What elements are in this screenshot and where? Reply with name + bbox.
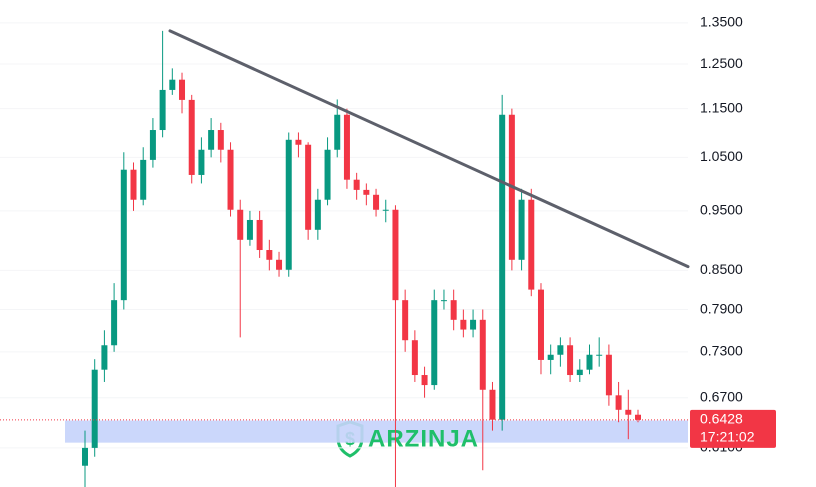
candle-body — [227, 149, 234, 210]
candle-body — [237, 209, 244, 240]
candle-body — [586, 354, 593, 370]
candle-body — [305, 144, 312, 230]
candle-body — [479, 319, 486, 390]
candle-body — [101, 345, 108, 370]
candle-body — [295, 139, 302, 145]
candle-body — [605, 354, 612, 396]
candle-body — [82, 447, 88, 466]
candle-body — [470, 319, 477, 330]
candle-body — [518, 199, 525, 260]
y-tick-label: 0.7300 — [700, 343, 743, 359]
candle-body — [576, 369, 583, 376]
candle-body — [460, 319, 467, 330]
price-tag — [690, 409, 776, 448]
candle-body — [635, 414, 641, 420]
candle-body — [547, 354, 554, 360]
candle-body — [149, 130, 156, 160]
y-tick-label: 1.3500 — [700, 14, 743, 30]
candle-body — [528, 199, 535, 290]
candle-body — [140, 159, 147, 200]
candle-body — [537, 289, 544, 360]
candle-body — [392, 209, 399, 301]
candle-body — [111, 300, 118, 346]
candle-body — [276, 259, 283, 270]
candle-body — [557, 345, 564, 355]
candle-body — [120, 169, 127, 301]
candle-body — [373, 194, 380, 210]
y-tick-label: 0.8500 — [700, 261, 743, 277]
y-tick-label: 1.2500 — [700, 55, 743, 71]
candle-body — [431, 300, 438, 386]
support-zone — [65, 420, 688, 443]
candle-body — [188, 99, 195, 175]
candle-body — [411, 340, 418, 376]
candle-body — [596, 354, 603, 356]
candle-body — [489, 389, 496, 420]
candle-body — [567, 345, 574, 376]
candle-body — [179, 79, 186, 100]
price-tag-label: 0.6428 — [700, 411, 743, 427]
candle-body — [382, 209, 389, 211]
trendline — [168, 29, 690, 269]
candle-body — [159, 89, 166, 131]
candle-body — [285, 139, 292, 270]
candle-body — [198, 149, 205, 175]
candle-body — [343, 114, 350, 180]
candle-body — [169, 79, 176, 90]
candle-body — [499, 114, 506, 420]
candle-body — [246, 219, 253, 240]
candle-body — [91, 369, 98, 448]
candle-body — [324, 149, 331, 200]
watermark-text: ARZINJA — [368, 425, 479, 452]
candle-body — [208, 130, 215, 150]
y-tick-label: 0.6700 — [700, 388, 743, 404]
y-tick-label: 1.1500 — [700, 99, 743, 115]
candle-body — [625, 409, 632, 415]
candle-body — [256, 219, 263, 251]
candle-body — [440, 300, 447, 302]
candle-body — [363, 189, 370, 195]
candle-body — [615, 395, 622, 410]
y-tick-label: 1.0500 — [700, 148, 743, 164]
candle-body — [130, 169, 137, 200]
candle-body — [353, 179, 360, 190]
candle-body — [450, 300, 457, 320]
candle-body — [314, 199, 321, 230]
candle-body — [334, 114, 341, 150]
y-tick-label: 0.7900 — [700, 300, 743, 316]
candle-body — [217, 130, 224, 150]
background-layer — [0, 22, 688, 449]
countdown-label: 17:21:02 — [700, 429, 755, 445]
candle-body — [402, 300, 409, 341]
y-tick-label: 0.9500 — [700, 202, 743, 218]
candle-body — [266, 250, 273, 260]
candle-body — [421, 375, 428, 386]
